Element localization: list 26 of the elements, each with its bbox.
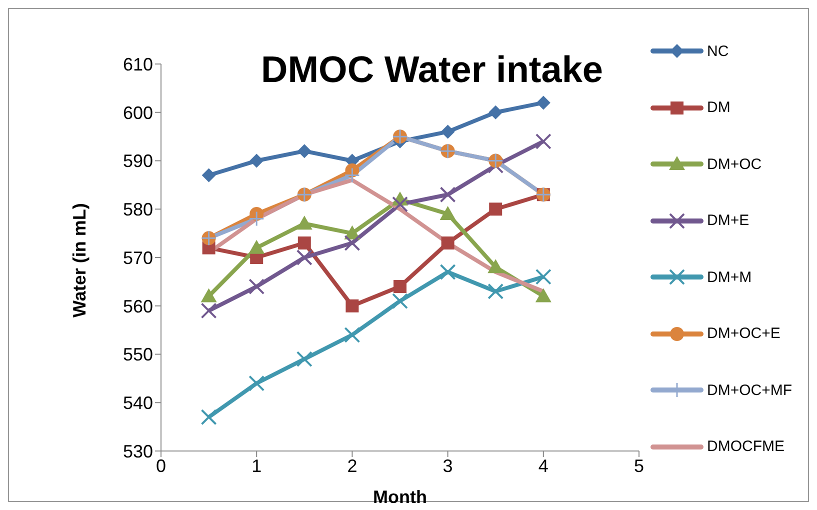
x-axis-title: Month bbox=[373, 487, 427, 507]
y-tick-label: 570 bbox=[122, 248, 153, 268]
x-tick-label: 0 bbox=[156, 456, 166, 476]
y-axis-title: Water (in mL) bbox=[69, 203, 90, 318]
x-tick-label: 1 bbox=[252, 456, 262, 476]
x-tick-label: 2 bbox=[347, 456, 358, 476]
x-tick-label: 4 bbox=[538, 456, 548, 476]
y-tick-label: 590 bbox=[122, 151, 153, 172]
y-tick-label: 530 bbox=[122, 441, 153, 462]
y-tick-label: 540 bbox=[122, 393, 153, 414]
chart-title: DMOC Water intake bbox=[260, 49, 604, 91]
y-tick-label: 550 bbox=[122, 344, 153, 365]
legend-label: DM+OC bbox=[707, 156, 762, 173]
x-tick-label: 5 bbox=[634, 456, 644, 476]
legend-label: DM+E bbox=[707, 212, 750, 230]
y-tick-label: 580 bbox=[122, 200, 153, 220]
legend-label: DM+OC+MF bbox=[707, 382, 792, 399]
legend-label: NC bbox=[707, 42, 729, 60]
legend-label: DM+M bbox=[707, 268, 752, 286]
y-tick-label: 610 bbox=[122, 54, 153, 74]
legend-label: DMOCFME bbox=[707, 438, 784, 456]
legend-label: DM+OC+E bbox=[707, 325, 780, 342]
legend-label: DM bbox=[707, 99, 730, 116]
x-tick-label: 3 bbox=[442, 456, 453, 476]
y-tick-label: 560 bbox=[122, 296, 153, 316]
y-tick-label: 600 bbox=[122, 102, 153, 123]
